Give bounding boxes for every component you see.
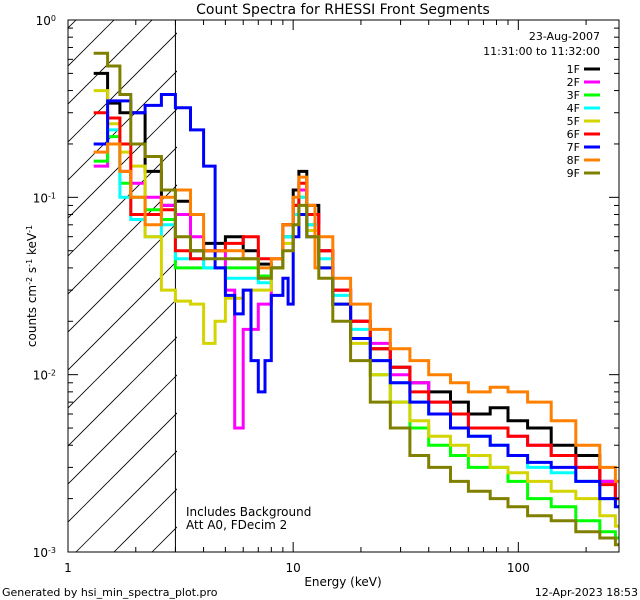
y-tick-label: 10-3 (33, 546, 56, 561)
legend-label-3F: 3F (567, 89, 580, 102)
hatch-line (68, 260, 177, 371)
y-axis-label: counts cm-2 s-1 keV-1 (25, 225, 40, 347)
hatch-line (68, 412, 177, 523)
hatch-line (0, 0, 106, 552)
generated-by-label: Generated by hsi_min_spectra_plot.pro (2, 586, 218, 599)
hatch-line (68, 374, 177, 485)
hatch-line (68, 184, 177, 295)
hatch-line (68, 108, 177, 219)
legend-label-1F: 1F (567, 63, 580, 76)
hatch-line (68, 146, 177, 257)
hatch-line (75, 450, 177, 552)
legend-label-6F: 6F (567, 128, 580, 141)
annotation: Includes Background Att A0, FDecim 2 (186, 505, 311, 532)
legend: 23-Aug-2007 11:31:00 to 11:32:00 1F2F3F4… (483, 30, 600, 180)
legend-label-5F: 5F (567, 115, 580, 128)
legend-label-2F: 2F (567, 76, 580, 89)
x-axis-label: Energy (keV) (304, 575, 381, 589)
annotation-background: Includes Background (186, 505, 311, 519)
hatch-line (68, 20, 77, 29)
legend-time-range: 11:31:00 to 11:32:00 (483, 45, 600, 58)
hatch-line (68, 336, 177, 447)
hatch-line (68, 70, 177, 181)
y-axis: 100 10-1 10-2 10-3 (33, 14, 619, 561)
hatch-line (266, 0, 640, 552)
x-tick-label: 100 (507, 561, 530, 575)
x-axis: 1 10 100 (64, 20, 587, 575)
annotation-attenuator: Att A0, FDecim 2 (186, 518, 287, 532)
generated-timestamp: 12-Apr-2023 18:53 (535, 586, 638, 599)
hatch-line (68, 222, 177, 333)
hatch-line (68, 20, 115, 67)
legend-label-8F: 8F (567, 154, 580, 167)
hatch-line (113, 488, 177, 552)
hatch-line (68, 20, 153, 105)
series-6F (93, 111, 619, 501)
x-tick-label: 1 (64, 561, 72, 575)
y-tick-label: 10-1 (33, 191, 56, 206)
series-lines (93, 51, 619, 547)
y-tick-label: 100 (36, 14, 56, 29)
legend-label-4F: 4F (567, 102, 580, 115)
x-tick-label: 10 (286, 561, 301, 575)
series-8F (93, 142, 619, 483)
hatch-line (68, 32, 177, 143)
plot-frame (67, 19, 620, 553)
chart-title: Count Spectra for RHESSI Front Segments (196, 2, 490, 18)
hatched-region (0, 0, 640, 552)
series-1F (93, 71, 619, 501)
y-tick-label: 10-2 (33, 368, 56, 383)
series-4F (93, 128, 619, 509)
legend-date: 23-Aug-2007 (529, 30, 600, 43)
series-9F (93, 51, 619, 547)
legend-label-7F: 7F (567, 141, 580, 154)
legend-label-9F: 9F (567, 167, 580, 180)
series-5F (93, 89, 619, 528)
